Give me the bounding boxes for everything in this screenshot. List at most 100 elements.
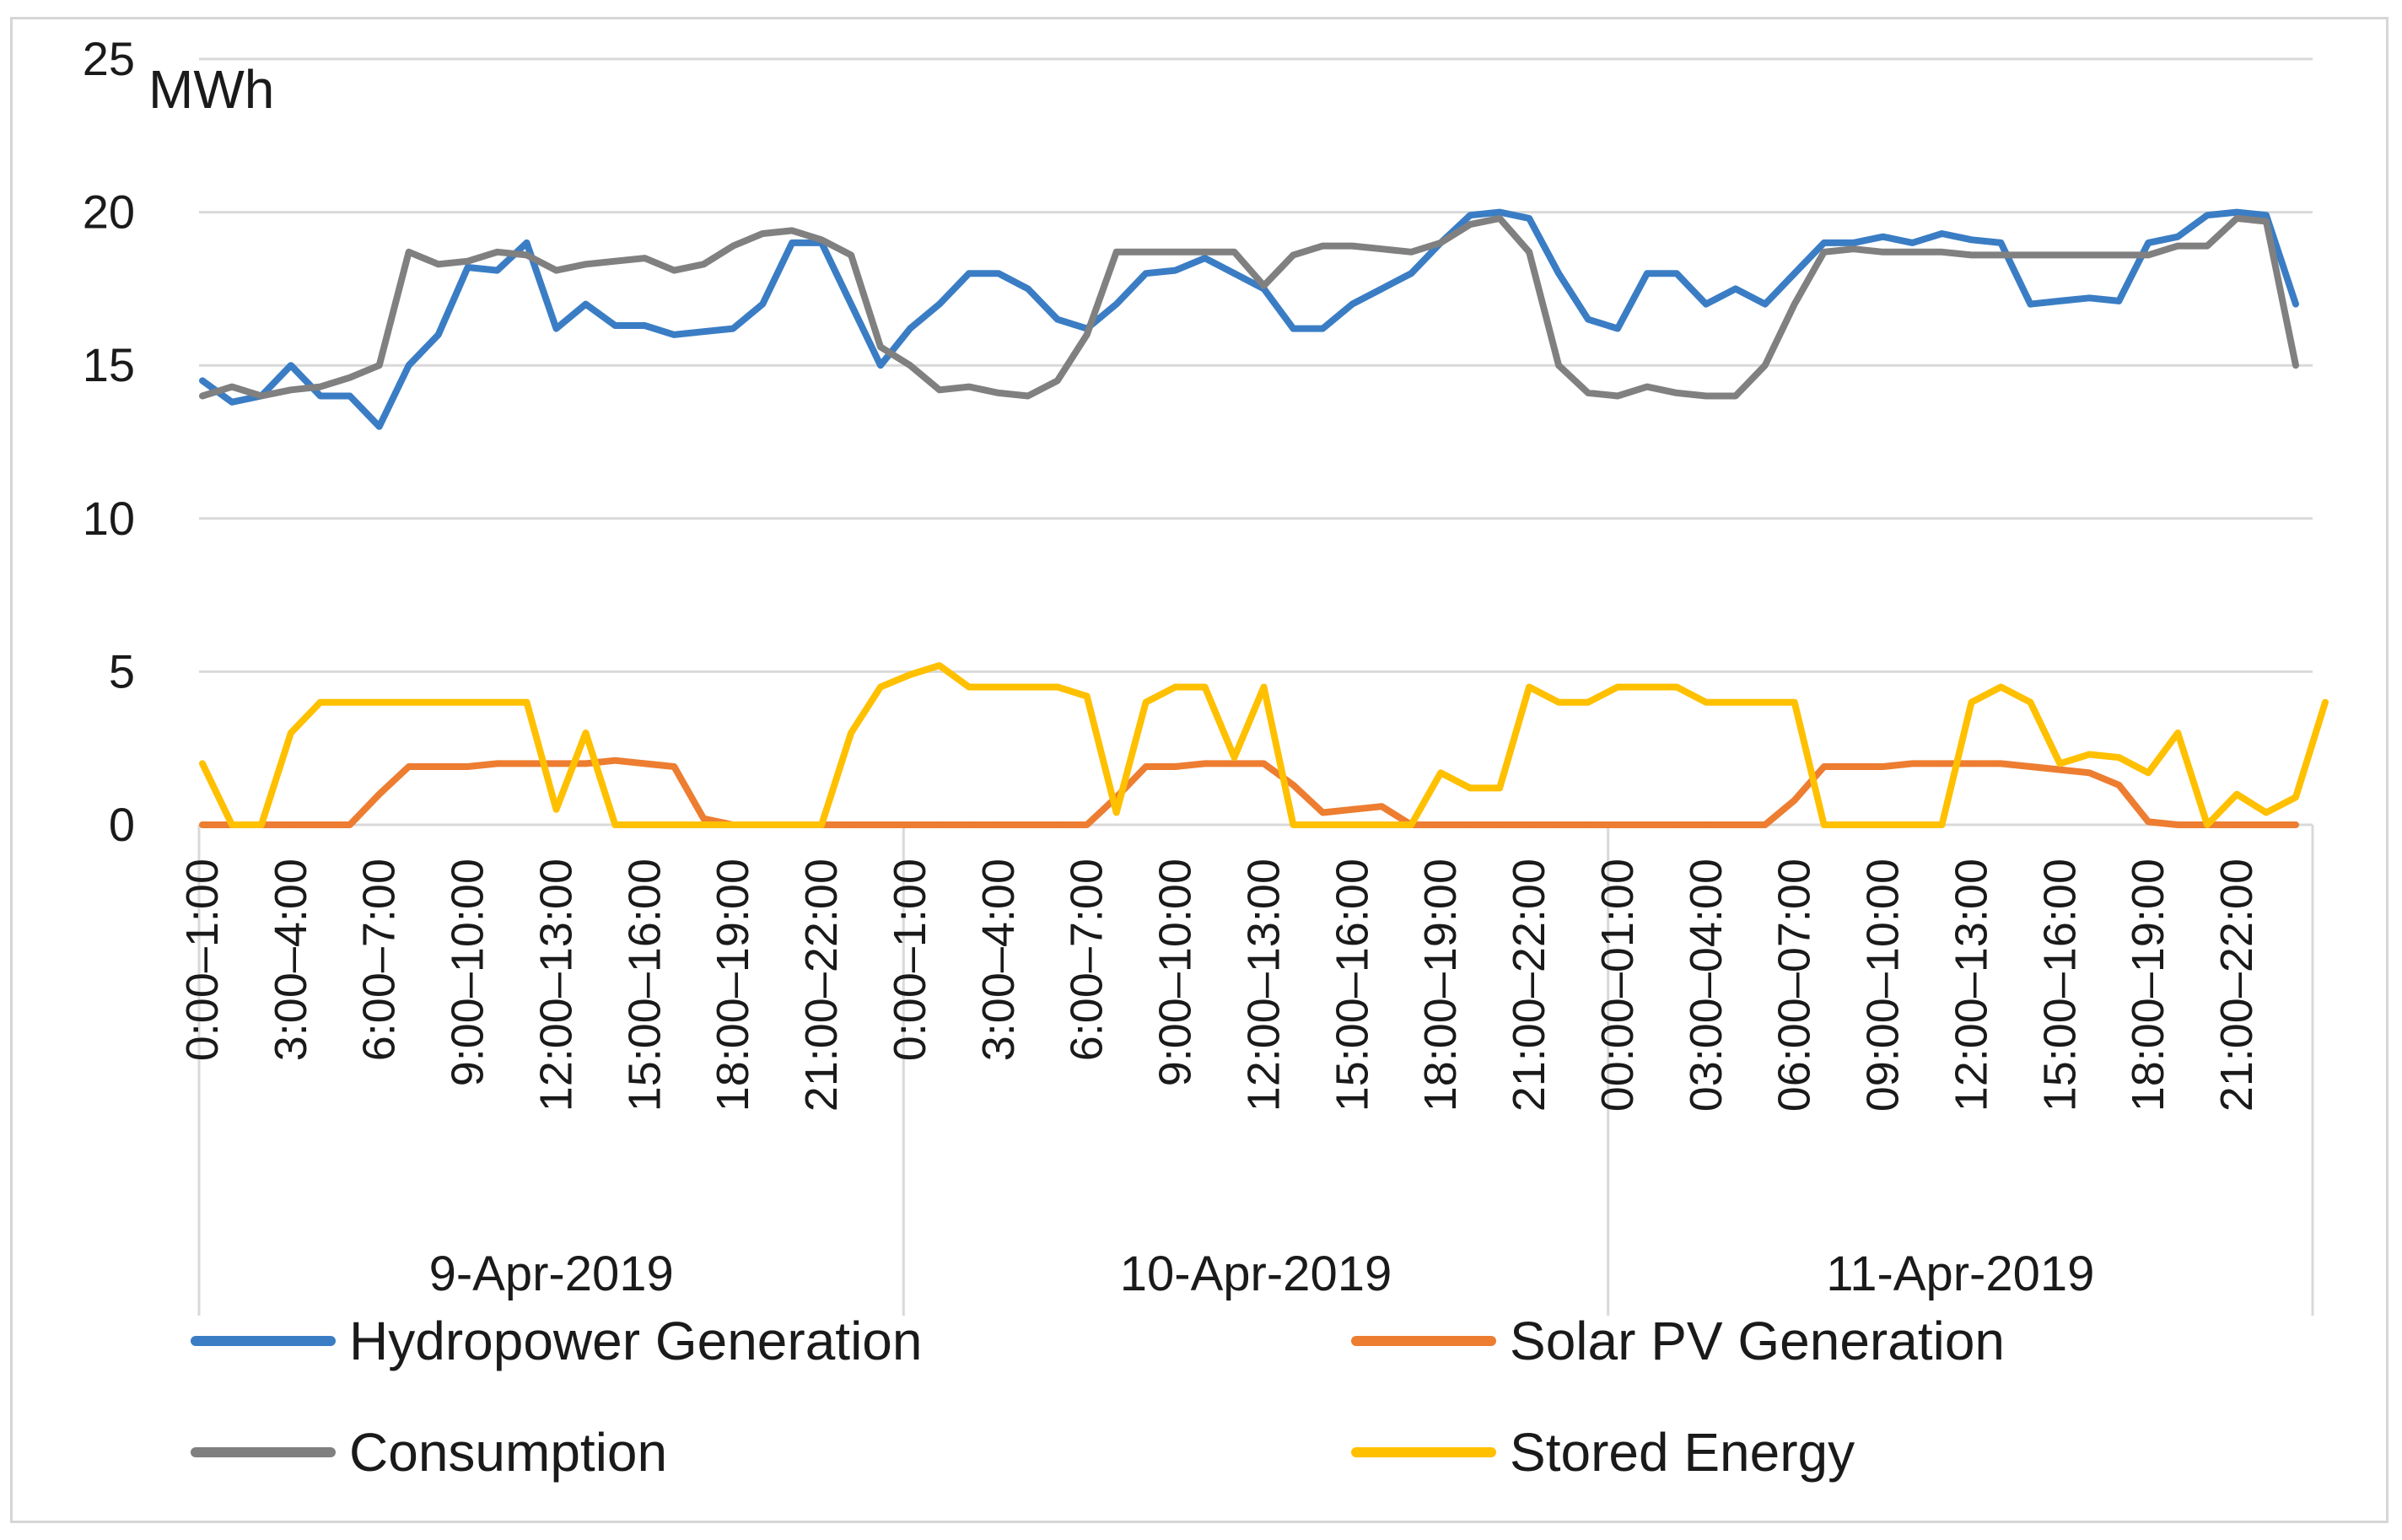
data-point (730, 243, 736, 249)
data-point (789, 822, 795, 827)
data-point (642, 761, 648, 767)
data-point (1468, 822, 1473, 827)
x-tick-label: 3:00–4:00 (973, 859, 1024, 1061)
data-point (819, 237, 825, 243)
data-point (1556, 699, 1562, 705)
data-point (465, 258, 471, 264)
data-point (1468, 222, 1473, 228)
data-point (1791, 271, 1797, 277)
group-label: 10-Apr-2019 (1120, 1247, 1392, 1301)
data-point (2175, 243, 2181, 249)
data-point (435, 261, 441, 267)
data-point (966, 822, 972, 827)
x-tick-label: 12:00–13:00 (1238, 859, 1289, 1112)
data-point (1556, 271, 1562, 277)
data-point (1968, 252, 1974, 258)
data-point (2057, 298, 2063, 304)
data-point (1320, 326, 1326, 331)
data-point (1614, 822, 1620, 827)
data-point (288, 730, 294, 736)
data-point (1614, 393, 1620, 399)
data-point (1379, 804, 1385, 810)
data-point (1968, 761, 1974, 767)
data-point (1113, 810, 1119, 816)
data-point (1880, 234, 1886, 240)
data-point (1821, 763, 1827, 769)
data-point (1202, 684, 1208, 690)
data-point (1172, 763, 1178, 769)
data-point (1408, 271, 1414, 277)
data-point (1025, 393, 1031, 399)
x-tick-label: 12:00–13:00 (530, 859, 581, 1112)
x-tick-label: 18:00–19:00 (1415, 859, 1466, 1112)
data-point (1320, 822, 1326, 827)
data-point (583, 730, 589, 736)
data-point (1586, 316, 1591, 322)
data-point (701, 822, 707, 827)
data-point (1732, 286, 1738, 292)
y-tick-label: 5 (109, 644, 135, 697)
data-point (2205, 243, 2211, 249)
data-point (200, 378, 205, 384)
data-point (2146, 770, 2152, 776)
data-point (1527, 684, 1532, 690)
chart-frame (10, 17, 2389, 1523)
legend-label: Hydropower Generation (349, 1311, 922, 1371)
x-tick-label: 18:00–19:00 (2123, 859, 2173, 1112)
data-point (642, 322, 648, 328)
data-point (1998, 240, 2004, 245)
data-point (2293, 794, 2298, 800)
x-tick-label: 21:00–22:00 (1504, 859, 1554, 1112)
data-point (2234, 215, 2240, 221)
data-point (406, 363, 412, 369)
data-point (494, 699, 500, 705)
data-point (2057, 767, 2063, 773)
data-point (2146, 819, 2152, 825)
data-point (1998, 252, 2004, 258)
data-point (200, 822, 205, 827)
y-axis-label: MWh (148, 59, 274, 120)
data-point (1850, 240, 1856, 245)
x-tick-label: 15:00–16:00 (1327, 859, 1377, 1112)
data-point (1586, 699, 1591, 705)
data-point (701, 261, 707, 267)
data-point (1880, 249, 1886, 255)
data-point (1202, 249, 1208, 255)
data-point (1113, 249, 1119, 255)
series-solar-pv-generation (199, 757, 2299, 828)
data-point (1379, 286, 1385, 292)
data-point (1732, 699, 1738, 705)
y-tick-label: 0 (109, 798, 135, 851)
data-point (2116, 298, 2122, 304)
data-point (878, 684, 884, 690)
data-point (200, 393, 205, 399)
data-point (642, 256, 648, 261)
data-point (288, 363, 294, 369)
data-point (907, 326, 913, 331)
data-point (1261, 684, 1267, 690)
x-tick-label: 0:00–1:00 (177, 859, 228, 1061)
data-point (1527, 215, 1532, 221)
data-point (1290, 326, 1296, 331)
data-point (1880, 822, 1886, 827)
data-point (2116, 755, 2122, 761)
data-point (1968, 699, 1974, 705)
data-point (1320, 243, 1326, 249)
data-point (406, 763, 412, 769)
data-point (1732, 822, 1738, 827)
data-point (1527, 249, 1532, 255)
data-point (1172, 267, 1178, 273)
data-point (1290, 252, 1296, 258)
data-point (1762, 822, 1768, 827)
data-point (907, 363, 913, 369)
data-point (878, 822, 884, 827)
data-point (465, 264, 471, 270)
data-point (288, 387, 294, 393)
data-point (258, 393, 264, 399)
x-tick-label: 6:00–7:00 (1062, 859, 1112, 1061)
data-point (995, 822, 1001, 827)
data-point (376, 791, 382, 797)
data-point (1408, 249, 1414, 255)
